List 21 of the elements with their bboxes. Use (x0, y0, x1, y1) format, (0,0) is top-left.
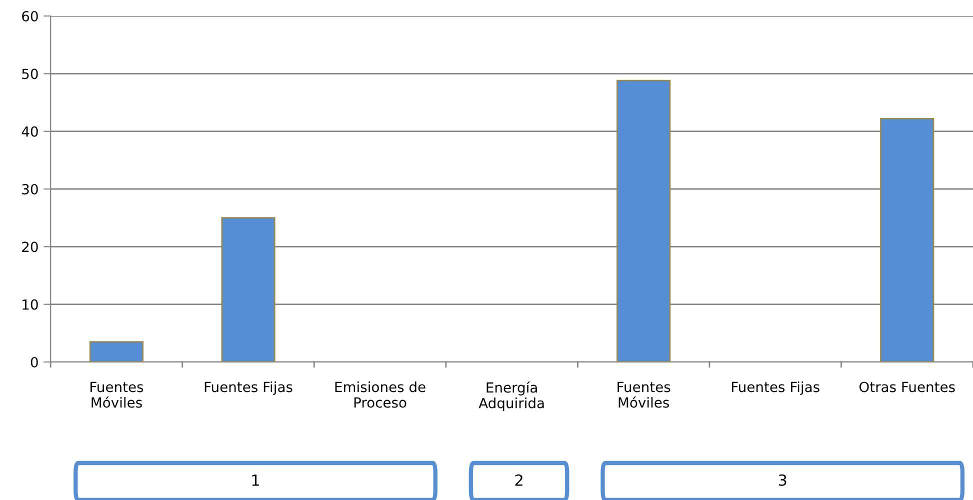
x-tick-label: Energía Adquirida (478, 381, 544, 411)
y-tick-label: 30 (22, 184, 38, 194)
text: 2 (515, 474, 522, 486)
x-tick-label: Fuentes Móviles (90, 382, 144, 408)
y-tick-label: 20 (22, 242, 38, 252)
text: 1 (252, 474, 259, 486)
bar (616, 80, 671, 362)
y-tick-label: 40 (22, 126, 38, 137)
y-tick-label: 50 (22, 68, 38, 80)
bar (221, 217, 276, 362)
x-tick-label: Otras Fuentes (859, 382, 955, 392)
x-tick-label: Fuentes Fijas (204, 381, 292, 395)
y-tick-label: 0 (30, 356, 38, 368)
x-tick-label: Emisiones de Proceso (335, 381, 426, 408)
y-tick-label: 60 (22, 10, 38, 22)
bar (880, 118, 934, 362)
bar (89, 341, 144, 362)
y-tick-label: 10 (22, 299, 38, 310)
text: 3 (778, 474, 786, 486)
x-tick-label: Fuentes Fijas (732, 381, 820, 395)
x-tick-label: Fuentes Móviles (618, 382, 670, 408)
